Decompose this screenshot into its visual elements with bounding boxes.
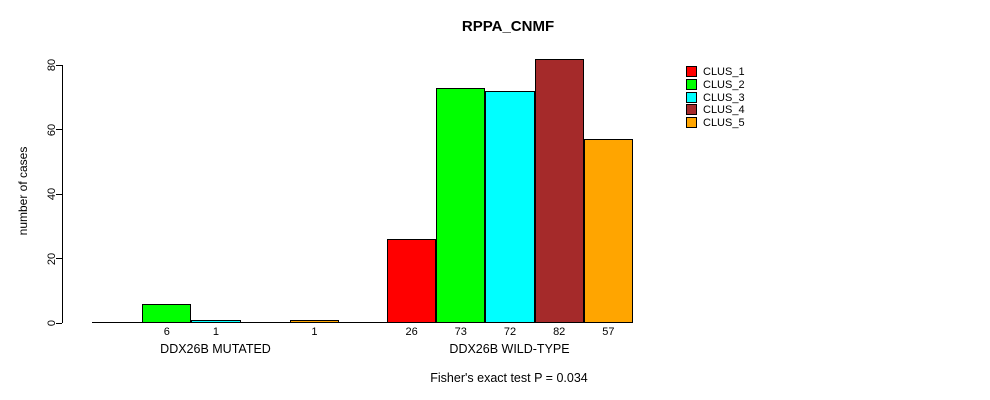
y-tick-mark <box>56 322 62 324</box>
bar-value-label: 82 <box>553 326 566 338</box>
y-tick-label: 60 <box>46 123 58 136</box>
bar-value-label: 1 <box>311 326 318 338</box>
y-axis-title: number of cases <box>16 146 30 236</box>
bar-clus_2-mutated <box>142 303 192 323</box>
bar-value-label: 57 <box>602 326 615 338</box>
bar-clus_3-mutated <box>191 319 241 323</box>
y-tick-mark <box>56 129 62 130</box>
legend-label: CLUS_4 <box>703 104 745 117</box>
bar-clus_5-wild-type <box>583 139 633 323</box>
legend-swatch-clus_4 <box>686 104 697 116</box>
chart-title: RPPA_CNMF <box>461 18 555 35</box>
legend-label: CLUS_2 <box>703 78 745 91</box>
bar-value-label: 6 <box>163 326 170 338</box>
legend-label: CLUS_5 <box>703 117 745 130</box>
fisher-test-footnote: Fisher's exact test P = 0.034 <box>430 371 588 385</box>
y-tick-label: 40 <box>46 187 58 201</box>
bar-clus_5-mutated <box>289 319 339 323</box>
y-tick-label: 80 <box>46 58 58 72</box>
bar-value-label: 1 <box>212 326 220 338</box>
bar-value-label: 26 <box>405 326 418 338</box>
legend-swatch-clus_2 <box>686 78 697 90</box>
legend-swatch-clus_3 <box>686 91 697 103</box>
y-tick-mark <box>56 64 62 66</box>
y-tick-label: 20 <box>46 252 58 265</box>
bar-clus_3-wild-type <box>485 90 535 323</box>
bar-clus_1-wild-type <box>387 239 437 323</box>
x-axis-group-label: DDX26B MUTATED <box>160 342 271 356</box>
legend-label: CLUS_1 <box>703 66 745 78</box>
bar-value-label: 73 <box>454 326 467 338</box>
y-axis-line <box>62 65 63 323</box>
y-tick-mark <box>56 193 62 195</box>
bar-clus_4-wild-type <box>534 58 584 323</box>
y-tick-mark <box>56 258 62 259</box>
legend-swatch-clus_1 <box>686 66 697 77</box>
bar-clus_2-wild-type <box>436 87 486 323</box>
legend-swatch-clus_5 <box>686 117 697 129</box>
x-axis-group-label: DDX26B WILD-TYPE <box>449 342 570 356</box>
y-tick-label: 0 <box>46 319 58 327</box>
x-axis-baseline <box>92 322 633 323</box>
legend-label: CLUS_3 <box>703 91 745 104</box>
bar-value-label: 72 <box>503 326 517 338</box>
